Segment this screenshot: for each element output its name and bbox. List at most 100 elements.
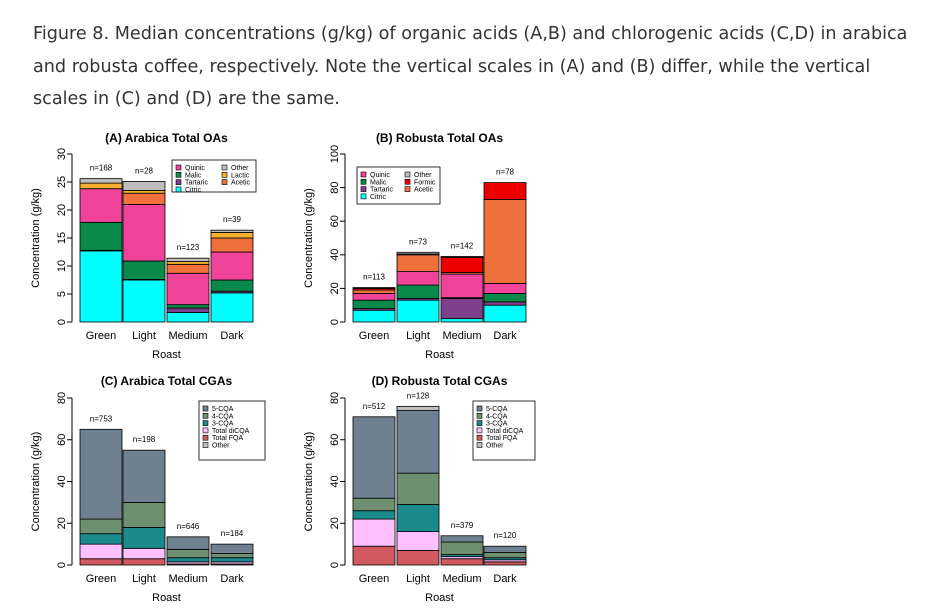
bar-segment-4-cqa <box>79 518 123 535</box>
x-tick-label: Dark <box>493 573 517 585</box>
x-axis-label: Roast <box>152 592 181 604</box>
bar-segment-total-dicqa <box>122 547 166 560</box>
chart-legend: Quinic Other Malic Formic Tartaric Acetic Citr… <box>356 166 441 205</box>
y-tick-label: 20 <box>329 282 341 294</box>
bar-segment-other <box>122 181 166 191</box>
legend-box <box>472 400 536 461</box>
bar-segment-3-cqa <box>166 557 210 563</box>
bar-count-label: n=123 <box>177 243 200 252</box>
y-axis-label: Concentration (g/kg) <box>30 432 42 532</box>
legend-swatch <box>202 412 209 419</box>
bar-segment-quinic <box>440 273 484 299</box>
y-tick-label: 80 <box>329 392 341 404</box>
bar-segment-tartaric <box>483 301 527 306</box>
bar-segment-total-dicqa <box>396 531 440 551</box>
y-tick-label: 5 <box>56 291 68 297</box>
legend-label: Other <box>486 443 504 450</box>
bar-segment-malic <box>352 299 396 309</box>
bar-segment-3-cqa <box>396 504 440 532</box>
bar-segment-acetic <box>483 198 527 284</box>
bar-segment-4-cqa <box>210 553 254 559</box>
bar-segment-tartaric <box>166 307 210 313</box>
legend-swatch <box>221 164 228 171</box>
bar-segment-acetic <box>166 263 210 274</box>
legend-swatch <box>404 179 411 185</box>
legend-label: Total FQA <box>212 435 243 442</box>
x-tick-label: Dark <box>220 330 244 342</box>
legend-label: Lactic <box>231 172 250 179</box>
y-tick-label: 60 <box>56 434 68 446</box>
bar-segment-5-cqa <box>483 545 527 553</box>
y-tick-label: 25 <box>56 176 68 188</box>
bar-count-label: n=73 <box>409 237 428 246</box>
bar-segment-acetic <box>396 254 440 273</box>
bar-segment-quinic <box>166 272 210 306</box>
legend-label: Total diCQA <box>212 428 250 435</box>
bar-segment-malic <box>166 304 210 309</box>
legend-swatch <box>175 164 182 171</box>
y-tick-label: 60 <box>329 434 341 446</box>
bar-segment-malic <box>483 293 527 303</box>
bar-segment-other <box>352 287 396 289</box>
bar-segment-malic <box>122 260 166 280</box>
bar-segment-4-cqa <box>166 548 210 559</box>
y-tick-label: 20 <box>56 517 68 529</box>
bar-segment-malic <box>396 284 440 299</box>
legend-label: 3-CQA <box>486 421 508 428</box>
legend-swatch <box>404 186 411 192</box>
y-tick-label: 0 <box>56 562 68 568</box>
legend-swatch <box>360 186 367 192</box>
legend-label: Tartaric <box>185 180 208 187</box>
bar-count-label: n=646 <box>177 522 200 531</box>
x-tick-label: Green <box>86 330 117 342</box>
x-tick-label: Medium <box>442 330 481 342</box>
bar-segment-formic <box>483 182 527 200</box>
figure-caption: Figure 8. Median concentrations (g/kg) o… <box>33 24 908 109</box>
y-tick-label: 0 <box>56 319 68 325</box>
bar-segment-lactic <box>210 231 254 239</box>
bar-segment-5-cqa <box>210 543 254 554</box>
bar-count-label: n=753 <box>90 414 113 423</box>
bar-count-label: n=184 <box>221 529 244 538</box>
bar-count-label: n=113 <box>363 273 385 282</box>
y-tick-label: 40 <box>56 475 68 487</box>
bar-segment-3-cqa <box>79 533 123 545</box>
bar-segment-total-fqa <box>352 545 396 566</box>
bar-segment-total-dicqa <box>352 518 396 547</box>
bar-segment-quinic <box>396 271 440 286</box>
y-tick-label: 10 <box>56 260 68 272</box>
legend-label: Citric <box>370 194 386 201</box>
bar-count-label: n=142 <box>451 241 474 250</box>
bar-segment-quinic <box>483 282 527 294</box>
bar-count-label: n=120 <box>494 531 517 540</box>
legend-swatch <box>175 179 182 185</box>
bar-segment-total-fqa <box>396 549 440 566</box>
y-tick-label: 40 <box>329 249 341 261</box>
chart-panel-1: (A) Arabica Total OAs 0 5 10 15 20 25 30 Concent… <box>30 131 257 361</box>
bar-segment-5-cqa <box>79 428 123 520</box>
y-axis-label: Concentration (g/kg) <box>303 188 315 288</box>
bar-segment-citric <box>352 309 396 323</box>
legend-box <box>171 159 257 193</box>
bar-segment-total-dicqa <box>79 543 123 560</box>
bar-segment-quinic <box>352 293 396 301</box>
legend-swatch <box>360 179 367 185</box>
bar-segment-tartaric <box>440 298 484 320</box>
x-axis-label: Roast <box>152 349 181 361</box>
legend-label: Tartaric <box>370 187 393 194</box>
legend-swatch <box>360 171 367 178</box>
bar-segment-citric <box>440 318 484 323</box>
x-tick-label: Green <box>359 330 390 342</box>
legend-swatch <box>360 193 367 200</box>
bar-segment-citric <box>122 279 166 323</box>
legend-label: Malic <box>185 172 202 179</box>
bar-count-label: n=512 <box>363 402 386 411</box>
legend-swatch <box>476 412 483 419</box>
legend-label: Formic <box>414 179 436 186</box>
legend-label: 4-CQA <box>212 413 234 420</box>
x-axis-label: Roast <box>425 592 454 604</box>
legend-box <box>356 166 441 205</box>
